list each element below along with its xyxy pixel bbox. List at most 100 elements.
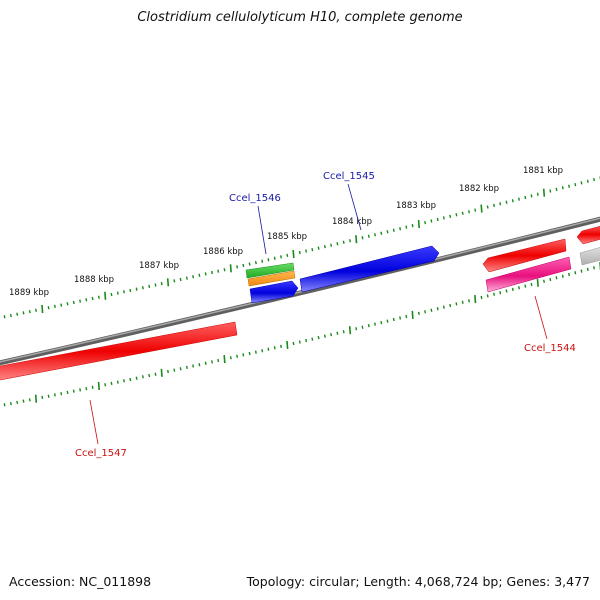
minor-tick (574, 182, 577, 187)
minor-tick (154, 372, 157, 376)
minor-tick (211, 270, 213, 275)
minor-tick (66, 390, 69, 395)
scale-label-1881: 1881 kbp (523, 166, 563, 176)
feature-orange[interactable] (247, 270, 296, 287)
scale-label-1883: 1883 kbp (396, 201, 436, 211)
minor-tick (160, 281, 163, 286)
minor-tick (449, 303, 452, 308)
minor-tick (123, 290, 125, 294)
minor-tick (317, 335, 320, 340)
gene-ccel-1544[interactable] (485, 256, 572, 293)
minor-tick (286, 253, 289, 258)
minor-tick (305, 249, 308, 253)
minor-tick (593, 266, 595, 270)
major-tick (286, 340, 289, 349)
minor-tick (330, 243, 333, 247)
minor-tick (342, 330, 345, 334)
minor-tick (361, 325, 364, 329)
major-tick (480, 204, 483, 213)
minor-tick (317, 246, 320, 250)
major-tick (474, 295, 477, 304)
minor-tick (148, 373, 151, 378)
minor-tick (267, 258, 270, 262)
minor-tick (53, 393, 56, 397)
minor-tick (22, 311, 25, 315)
minor-tick (455, 302, 458, 306)
minor-tick (361, 236, 364, 240)
minor-tick (217, 269, 220, 273)
major-tick (417, 220, 420, 229)
minor-tick (242, 263, 245, 268)
feature-grey-partial[interactable] (579, 246, 600, 266)
minor-tick (518, 286, 520, 290)
minor-tick (399, 316, 402, 320)
minor-tick (461, 211, 464, 215)
minor-tick (85, 386, 88, 391)
minor-tick (561, 186, 564, 190)
minor-tick (380, 231, 383, 235)
minor-tick (192, 364, 195, 368)
gene-label-ccel-1546[interactable]: Ccel_1546 (229, 193, 281, 204)
minor-tick (179, 277, 182, 282)
minor-tick (198, 363, 201, 367)
minor-tick (72, 300, 75, 305)
minor-tick (273, 346, 276, 350)
minor-tick (173, 279, 176, 283)
gene-label-ccel-1544[interactable]: Ccel_1544 (524, 343, 576, 354)
minor-tick (135, 376, 138, 380)
gene-ccel-1543-partial[interactable] (482, 238, 567, 273)
major-tick (542, 188, 546, 197)
gene-ccel-1542-partial[interactable] (576, 225, 600, 245)
minor-tick (424, 310, 427, 314)
minor-tick (561, 274, 564, 278)
scale-label-1886: 1886 kbp (203, 247, 243, 257)
minor-tick (536, 192, 539, 196)
scale-label-1887: 1887 kbp (139, 261, 179, 271)
scale-label-1885: 1885 kbp (267, 232, 307, 242)
minor-tick (47, 306, 50, 310)
gene-label-ccel-1545[interactable]: Ccel_1545 (323, 171, 375, 182)
minor-tick (323, 334, 326, 338)
scale-label-1882: 1882 kbp (459, 184, 499, 194)
minor-tick (480, 295, 483, 300)
minor-tick (486, 205, 489, 209)
minor-tick (530, 194, 533, 198)
minor-tick (110, 381, 113, 386)
major-tick (229, 264, 232, 273)
minor-tick (173, 368, 176, 372)
minor-tick (323, 244, 326, 249)
minor-tick (261, 259, 264, 263)
minor-tick (392, 228, 395, 232)
minor-tick (505, 289, 508, 293)
minor-tick (141, 286, 144, 290)
minor-tick (505, 200, 508, 204)
minor-tick (586, 267, 589, 272)
minor-tick (311, 247, 314, 252)
minor-tick (141, 375, 144, 379)
minor-tick (518, 197, 520, 201)
minor-tick (549, 189, 552, 193)
minor-tick (493, 292, 495, 296)
minor-tick (424, 220, 427, 225)
outer-scale-ticks (3, 176, 600, 319)
accession-label: Accession: NC_011898 (9, 574, 152, 589)
minor-tick (436, 307, 439, 311)
major-tick (355, 235, 358, 244)
minor-tick (292, 341, 295, 346)
minor-tick (549, 277, 552, 282)
minor-tick (336, 242, 339, 246)
gene-ccel-1545[interactable] (299, 245, 440, 293)
feature-green[interactable] (245, 262, 295, 279)
major-tick (160, 368, 163, 377)
gene-label-ccel-1547[interactable]: Ccel_1547 (75, 448, 127, 459)
minor-tick (229, 356, 232, 360)
minor-tick (261, 349, 264, 353)
minor-tick (116, 380, 119, 384)
minor-tick (248, 351, 251, 356)
gene-ccel-1547[interactable] (0, 321, 238, 381)
minor-tick (568, 272, 570, 277)
gene-ccel-1546[interactable] (249, 280, 299, 304)
minor-tick (129, 288, 132, 293)
minor-tick (79, 388, 82, 392)
